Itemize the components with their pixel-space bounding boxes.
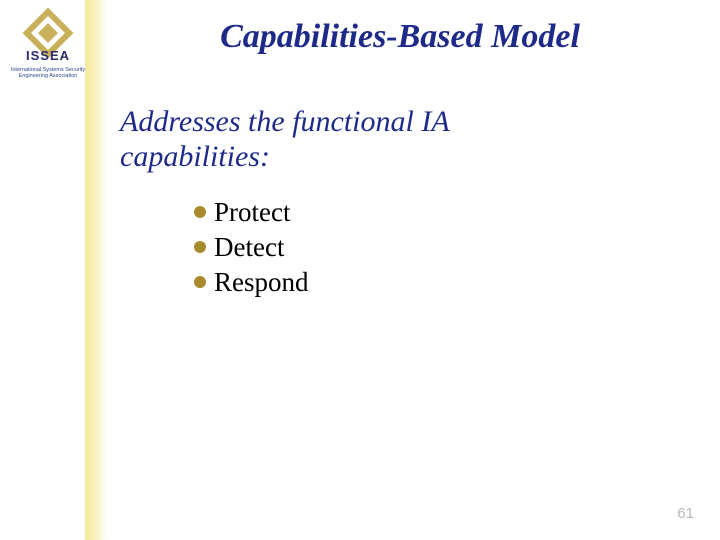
bullet-label: Respond xyxy=(214,267,309,298)
bullet-icon xyxy=(194,206,206,218)
list-item: Detect xyxy=(194,232,700,263)
sidebar-gradient xyxy=(85,0,108,540)
logo: ISSEA International Systems Security Eng… xyxy=(8,6,88,80)
sidebar: ISSEA International Systems Security Eng… xyxy=(0,0,108,540)
slide-subtitle: Addresses the functional IA capabilities… xyxy=(120,104,540,175)
bullet-label: Protect xyxy=(214,197,290,228)
logo-subtitle: International Systems Security Engineeri… xyxy=(8,67,88,80)
list-item: Respond xyxy=(194,267,700,298)
bullet-list: Protect Detect Respond xyxy=(194,197,700,298)
bullet-icon xyxy=(194,276,206,288)
list-item: Protect xyxy=(194,197,700,228)
bullet-label: Detect xyxy=(214,232,284,263)
bullet-icon xyxy=(194,241,206,253)
logo-acronym: ISSEA xyxy=(8,48,88,63)
page-number: 61 xyxy=(677,505,694,522)
slide-title: Capabilities-Based Model xyxy=(120,18,680,56)
logo-subtitle-line2: Engineering Association xyxy=(8,73,88,79)
slide-content: Capabilities-Based Model Addresses the f… xyxy=(120,18,700,302)
